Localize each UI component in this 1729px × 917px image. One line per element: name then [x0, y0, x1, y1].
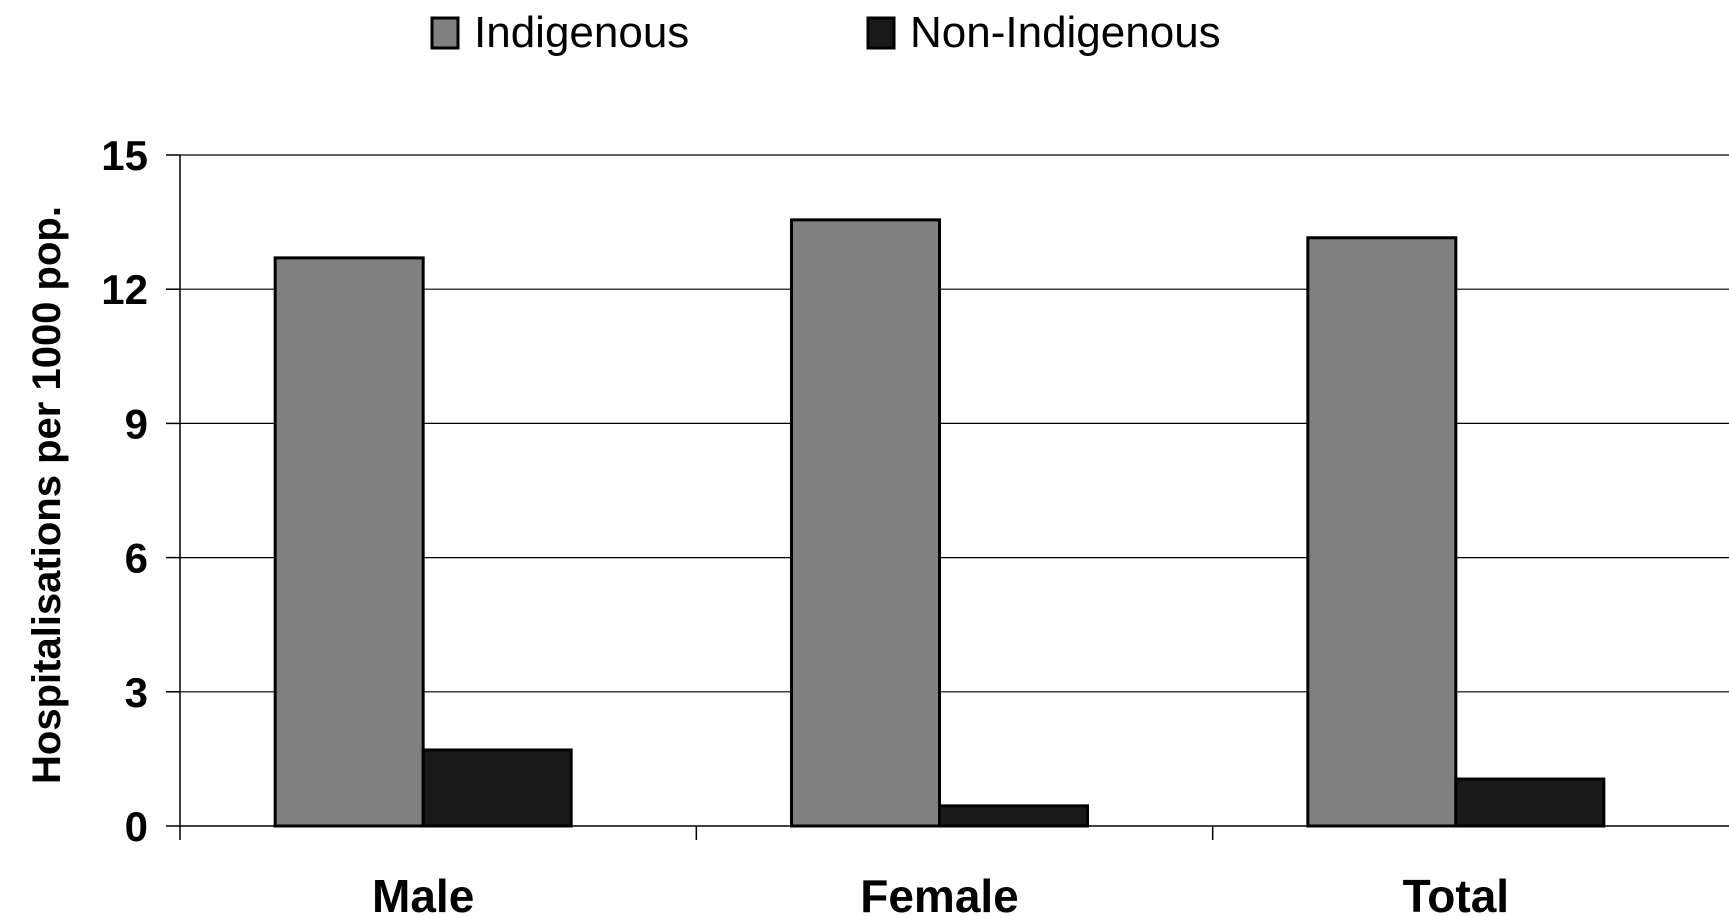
- y-tick-labels: 0 3 6 9 12 15: [101, 132, 148, 850]
- y-tick-label: 15: [101, 132, 148, 179]
- x-category-label: Total: [1403, 870, 1509, 917]
- bar-non-indigenous-female: [938, 804, 1089, 828]
- y-axis-label: Hospitalisations per 1000 pop.: [25, 206, 69, 784]
- x-category-label: Male: [372, 870, 474, 917]
- bar-non-indigenous-male: [421, 748, 573, 828]
- x-category-label: Female: [860, 870, 1019, 917]
- bar-indigenous-total: [1306, 236, 1458, 828]
- x-category-labels: Male Female Total: [372, 870, 1509, 917]
- legend-swatch-non-indigenous: [866, 16, 896, 50]
- legend-label-non-indigenous: Non-Indigenous: [910, 8, 1221, 57]
- bar-indigenous-male: [273, 256, 425, 828]
- y-tick-label: 3: [125, 669, 148, 716]
- y-tick-label: 6: [125, 535, 148, 582]
- bars: [273, 218, 1606, 828]
- legend-swatch-indigenous: [430, 16, 460, 50]
- y-tick-label: 0: [125, 803, 148, 850]
- bar-indigenous-female: [790, 218, 941, 828]
- y-tick-label: 9: [125, 400, 148, 447]
- bar-non-indigenous-total: [1454, 777, 1606, 828]
- grid-lines: [166, 154, 1729, 827]
- legend: Indigenous Non-Indigenous: [430, 8, 1221, 57]
- y-tick-label: 12: [101, 266, 148, 313]
- legend-label-indigenous: Indigenous: [474, 8, 689, 57]
